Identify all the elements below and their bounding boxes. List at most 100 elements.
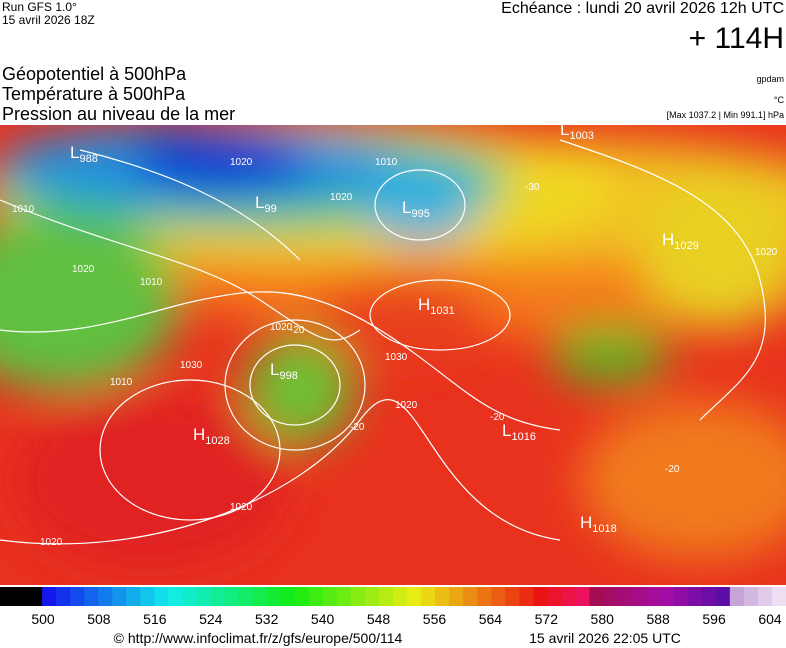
colorbar-swatch xyxy=(421,587,436,606)
contour-label: 1020 xyxy=(230,157,253,168)
contour-label: -20 xyxy=(665,464,680,475)
center-letter: L xyxy=(70,143,79,162)
colorbar-swatch xyxy=(449,587,464,606)
colorbar-label: 540 xyxy=(311,611,335,627)
colorbar-label: 588 xyxy=(646,611,670,627)
colorbar-swatch xyxy=(336,587,352,606)
footer-url: © http://www.infoclimat.fr/z/gfs/europe/… xyxy=(114,630,403,646)
contour-label: 1020 xyxy=(330,192,353,203)
colorbar-swatch xyxy=(322,587,338,606)
colorbar-swatch xyxy=(182,587,197,606)
center-letter: H xyxy=(418,295,430,314)
center-value: 995 xyxy=(411,208,429,220)
title: Pression au niveau de la mer xyxy=(2,104,235,124)
colorbar-label: 604 xyxy=(758,611,782,627)
pressure-center: L1016 xyxy=(502,421,536,443)
colorbar-swatch xyxy=(393,587,408,606)
pressure-center: H1018 xyxy=(580,513,617,535)
colorbar-swatch xyxy=(28,587,43,606)
colorbar-swatch xyxy=(126,587,141,606)
colorbar-swatch xyxy=(0,587,15,606)
colorbar-swatch xyxy=(617,587,633,606)
colorbar-swatch xyxy=(729,587,745,606)
contour-label: 1010 xyxy=(375,157,398,168)
center-letter: H xyxy=(193,425,205,444)
colorbar-swatch xyxy=(589,587,605,606)
colorbar-swatch xyxy=(603,587,619,606)
colorbar-swatch xyxy=(196,587,212,606)
colorbar-swatch xyxy=(140,587,155,606)
contour-label: -30 xyxy=(525,182,540,193)
pressure-center: L995 xyxy=(402,198,430,220)
colorbar: 500 508 516 524 532 540 548 556 564 572 580 588 596 6… xyxy=(0,587,786,627)
colorbar-swatch xyxy=(112,587,127,606)
colorbar-swatch xyxy=(210,587,226,606)
colorbar-swatch xyxy=(547,587,562,606)
colorbar-swatch xyxy=(533,587,548,606)
colorbar-swatch xyxy=(84,587,99,606)
colorbar-label: 596 xyxy=(702,611,726,627)
run-date: 15 avril 2026 18Z xyxy=(2,13,95,27)
contour-label: 1010 xyxy=(12,204,35,215)
contour-label: 1010 xyxy=(110,377,133,388)
contour-label: 1020 xyxy=(72,264,95,275)
colorbar-label: 556 xyxy=(423,611,447,627)
center-letter: L xyxy=(402,198,411,217)
contour-label: -20 xyxy=(490,412,505,423)
colorbar-swatch xyxy=(407,587,422,606)
contour-label: -20 xyxy=(350,422,365,433)
colorbar-label: 580 xyxy=(591,611,615,627)
center-value: 988 xyxy=(79,153,97,165)
colorbar-label: 532 xyxy=(255,611,279,627)
contour-label: 1030 xyxy=(385,352,408,363)
pressure-range: [Max 1037.2 | Min 991.1] hPa xyxy=(667,110,784,120)
colorbar-swatch xyxy=(631,587,647,606)
contour-label: 1020 xyxy=(755,247,778,258)
unit: °C xyxy=(774,95,785,105)
colorbar-swatch xyxy=(645,587,661,606)
colorbar-swatch xyxy=(687,587,703,606)
colorbar-label: 524 xyxy=(199,611,223,627)
colorbar-swatch xyxy=(378,587,394,606)
colorbar-swatch xyxy=(364,587,380,606)
echeance: Echéance : lundi 20 avril 2026 12h UTC xyxy=(501,0,784,17)
center-value: 99 xyxy=(264,203,276,215)
colorbar-swatch xyxy=(435,587,450,606)
pressure-center: L998 xyxy=(270,360,298,382)
colorbar-swatch xyxy=(505,587,520,606)
colorbar-swatch xyxy=(463,587,478,606)
center-value: 998 xyxy=(279,370,297,382)
center-letter: L xyxy=(560,120,569,139)
colorbar-swatch xyxy=(154,587,169,606)
colorbar-swatch xyxy=(224,587,240,606)
colorbar-swatch xyxy=(575,587,590,606)
colorbar-swatch xyxy=(743,587,759,606)
contour-label: 1020 xyxy=(395,400,418,411)
pressure-center: H1029 xyxy=(662,230,699,252)
center-value: 1031 xyxy=(430,305,454,317)
center-value: 1029 xyxy=(674,240,698,252)
colorbar-swatch xyxy=(757,587,773,606)
contour-label: 1020 xyxy=(40,537,63,548)
contour-label: 1020 xyxy=(230,502,253,513)
colorbar-swatch xyxy=(168,587,183,606)
colorbar-swatch xyxy=(701,587,717,606)
center-value: 1003 xyxy=(569,130,593,142)
colorbar-swatch xyxy=(42,587,57,606)
center-letter: L xyxy=(270,360,279,379)
colorbar-swatch xyxy=(70,587,85,606)
contour-label: -20 xyxy=(290,325,305,336)
colorbar-swatch xyxy=(56,587,71,606)
center-value: 1018 xyxy=(592,523,616,535)
colorbar-label: 508 xyxy=(87,611,111,627)
run: Run GFS 1.0° xyxy=(2,0,77,14)
contour-label: 1010 xyxy=(140,277,163,288)
colorbar-label: 500 xyxy=(31,611,55,627)
pressure-center: H1028 xyxy=(193,425,230,447)
colorbar-swatch xyxy=(350,587,366,606)
colorbar-swatch xyxy=(266,587,282,606)
contour-label: 1020 xyxy=(270,322,293,333)
colorbar-swatch xyxy=(477,587,492,606)
colorbar-swatch xyxy=(238,587,254,606)
